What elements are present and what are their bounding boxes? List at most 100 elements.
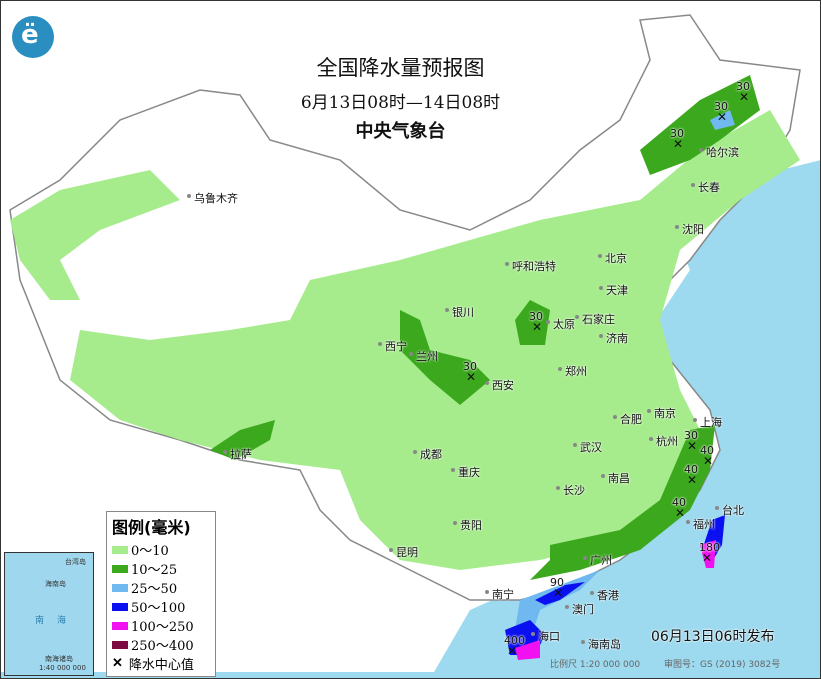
city-label: 北京 xyxy=(598,252,627,265)
rain-0-10 xyxy=(70,110,800,570)
city-label: 呼和浩特 xyxy=(505,260,556,273)
city-label: 兰州 xyxy=(409,350,438,363)
x-mark-icon: ✕ xyxy=(687,473,698,487)
precip-center-value: 40 xyxy=(684,463,698,476)
rain-100-250-hainan xyxy=(515,640,540,660)
x-mark-icon: ✕ xyxy=(702,551,713,565)
city-label: 重庆 xyxy=(451,466,480,479)
legend-label: 0～10 xyxy=(131,544,169,559)
rain-25-50-coast xyxy=(515,570,600,640)
legend-label: 10～25 xyxy=(131,563,178,578)
legend-title: 图例(毫米) xyxy=(112,518,191,537)
inset-scale: 1:40 000 000 xyxy=(39,664,86,672)
rain-10-25-south xyxy=(530,425,715,580)
rain-0-10-west xyxy=(10,170,180,300)
logo-glyph: ё xyxy=(21,20,39,50)
city-label: 广州 xyxy=(583,554,612,567)
forecast-period: 6月13日08时—14日08时 xyxy=(300,93,501,113)
city-label: 西宁 xyxy=(378,340,407,353)
city-label: 台北 xyxy=(715,504,744,517)
city-label: 乌鲁木齐 xyxy=(187,192,238,205)
city-label: 天津 xyxy=(599,284,628,297)
precip-center-value: 30 xyxy=(529,310,543,323)
precip-center-value: 30 xyxy=(463,360,477,373)
x-mark-icon: ✕ xyxy=(717,110,728,124)
city-label: 济南 xyxy=(599,332,628,345)
city-label: 香港 xyxy=(590,589,619,602)
city-label: 哈尔滨 xyxy=(699,146,739,159)
legend-label: 100～250 xyxy=(131,620,194,635)
inset-label: 台湾岛 xyxy=(65,558,86,566)
legend-swatch xyxy=(112,621,128,630)
legend-item: 0～10 xyxy=(107,540,215,559)
precip-center-value: 30 xyxy=(714,100,728,113)
precip-center-value: 40 xyxy=(700,444,714,457)
city-label: 石家庄 xyxy=(575,313,615,326)
precip-center-value: 180 xyxy=(699,541,720,554)
precip-center-value: 30 xyxy=(736,80,750,93)
inset-label: 南海诸岛 xyxy=(45,655,73,663)
city-label: 长春 xyxy=(691,181,720,194)
issuer: 中央气象台 xyxy=(355,121,446,142)
x-mark-icon: ✕ xyxy=(673,137,684,151)
city-label: 合肥 xyxy=(613,413,642,426)
city-label: 拉萨 xyxy=(223,448,252,461)
city-label: 沈阳 xyxy=(675,223,704,236)
city-label: 福州 xyxy=(686,518,715,531)
city-label: 郑州 xyxy=(558,365,587,378)
city-label: 南昌 xyxy=(601,472,630,485)
precip-center-value: 30 xyxy=(684,429,698,442)
x-mark-icon: ✕ xyxy=(553,586,564,600)
x-mark-icon: ✕ xyxy=(739,90,750,104)
legend-swatch xyxy=(112,640,128,649)
x-mark-icon: ✕ xyxy=(675,506,686,520)
legend-swatch xyxy=(112,602,128,611)
city-label: 昆明 xyxy=(389,546,418,559)
rain-100-250-taiwan xyxy=(700,540,716,568)
rain-10-25-gansu xyxy=(400,310,490,405)
city-label: 武汉 xyxy=(573,441,602,454)
legend-center-label: 降水中心值 xyxy=(128,658,194,673)
x-mark-icon: ✕ xyxy=(466,370,477,384)
city-label: 太原 xyxy=(546,318,575,331)
x-mark-icon: ✕ xyxy=(112,656,123,671)
legend-item: 250～400 xyxy=(107,635,215,654)
precip-center-value: 30 xyxy=(670,127,684,140)
rain-50-100-coast xyxy=(535,582,585,605)
city-label: 贵阳 xyxy=(453,519,482,532)
sea xyxy=(430,160,821,679)
precip-center-value: 90 xyxy=(550,576,564,589)
rain-10-25-ne xyxy=(640,75,760,175)
legend-item: 10～25 xyxy=(107,559,215,578)
legend-item: 100～250 xyxy=(107,616,215,635)
inset-label: 海南岛 xyxy=(45,580,66,588)
city-label: 长沙 xyxy=(556,484,585,497)
legend-center-row: ✕ 降水中心值 xyxy=(107,654,215,673)
x-mark-icon: ✕ xyxy=(703,454,714,468)
legend-label: 50～100 xyxy=(131,601,186,616)
rain-25-50-ne xyxy=(710,110,735,130)
city-label: 海南岛 xyxy=(581,638,621,651)
legend-swatch xyxy=(112,545,128,554)
rain-10-25-shanxi xyxy=(515,300,550,345)
x-mark-icon: ✕ xyxy=(507,644,518,658)
cma-logo: ё xyxy=(12,16,54,58)
city-label: 澳门 xyxy=(565,603,594,616)
map-scale: 比例尺 1:20 000 000 xyxy=(550,660,641,670)
legend: 图例(毫米) 0～10 10～25 25～50 50～100 100～250 250～40… xyxy=(106,511,216,677)
city-label: 南宁 xyxy=(485,588,514,601)
city-label: 杭州 xyxy=(649,435,678,448)
x-mark-icon: ✕ xyxy=(687,439,698,453)
x-mark-icon: ✕ xyxy=(532,320,543,334)
legend-item: 50～100 xyxy=(107,597,215,616)
city-label: 海口 xyxy=(531,630,560,643)
legend-label: 250～400 xyxy=(131,639,194,654)
map-title: 全国降水量预报图 xyxy=(316,56,485,80)
legend-swatch xyxy=(112,564,128,573)
legend-item: 25～50 xyxy=(107,578,215,597)
city-label: 上海 xyxy=(693,416,722,429)
inset-label: 海 xyxy=(57,616,67,626)
city-label: 成都 xyxy=(413,448,442,461)
review-number: 审图号：GS (2019) 3082号 xyxy=(664,660,781,670)
